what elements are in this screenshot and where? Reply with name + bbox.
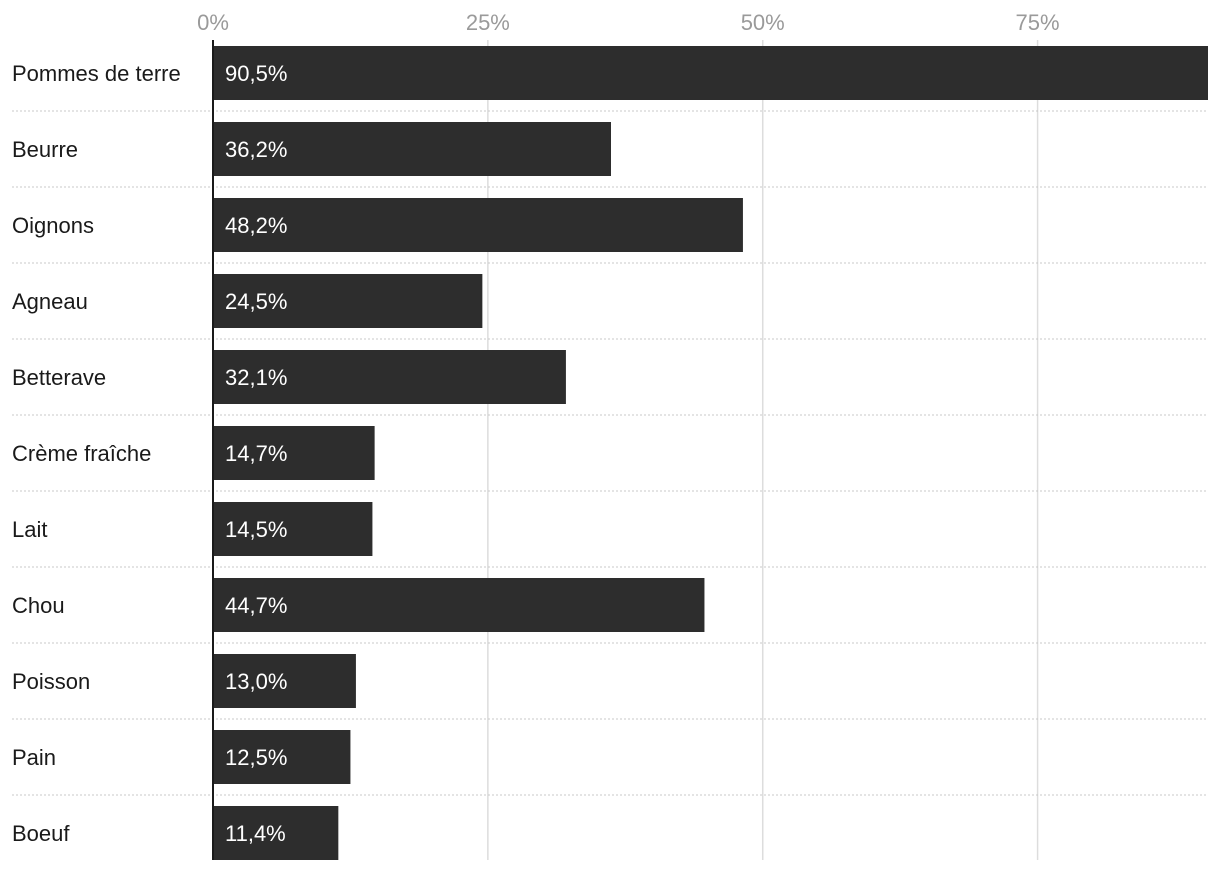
value-label: 13,0% (225, 669, 287, 694)
x-tick-label: 75% (1016, 10, 1060, 35)
bar (213, 274, 483, 328)
category-label: Pommes de terre (12, 61, 181, 86)
x-axis-ticks: 0% 25% 50% 75% (197, 10, 1060, 35)
value-label: 14,7% (225, 441, 287, 466)
category-label: Poisson (12, 669, 90, 694)
value-label: 90,5% (225, 61, 287, 86)
category-label: Betterave (12, 365, 106, 390)
category-label: Boeuf (12, 821, 70, 846)
category-label: Pain (12, 745, 56, 770)
value-label: 12,5% (225, 745, 287, 770)
category-label: Agneau (12, 289, 88, 314)
bar (213, 350, 566, 404)
bar (213, 654, 356, 708)
value-label: 11,4% (225, 821, 286, 846)
bar (213, 122, 611, 176)
bar (213, 502, 373, 556)
bar (213, 578, 705, 632)
category-label: Chou (12, 593, 65, 618)
bar (213, 806, 339, 860)
category-label: Oignons (12, 213, 94, 238)
value-label: 48,2% (225, 213, 287, 238)
bar (213, 46, 1208, 100)
bar (213, 198, 743, 252)
row-separators (12, 110, 1208, 796)
bars (213, 46, 1208, 860)
value-labels: 90,5% 36,2% 48,2% 24,5% 32,1% 14,7% 14,5% 44,7%… (225, 61, 287, 846)
bar (213, 426, 375, 480)
x-tick-label: 0% (197, 10, 229, 35)
category-labels: Pommes de terre Beurre Oignons Agneau Better… (12, 61, 181, 846)
category-label: Crème fraîche (12, 441, 151, 466)
value-label: 44,7% (225, 593, 287, 618)
x-tick-label: 25% (466, 10, 510, 35)
category-label: Beurre (12, 137, 78, 162)
category-label: Lait (12, 517, 47, 542)
value-label: 14,5% (225, 517, 287, 542)
value-label: 24,5% (225, 289, 287, 314)
value-label: 36,2% (225, 137, 287, 162)
grid-lines (487, 40, 1039, 860)
x-tick-label: 50% (741, 10, 785, 35)
bar (213, 730, 351, 784)
value-label: 32,1% (225, 365, 287, 390)
